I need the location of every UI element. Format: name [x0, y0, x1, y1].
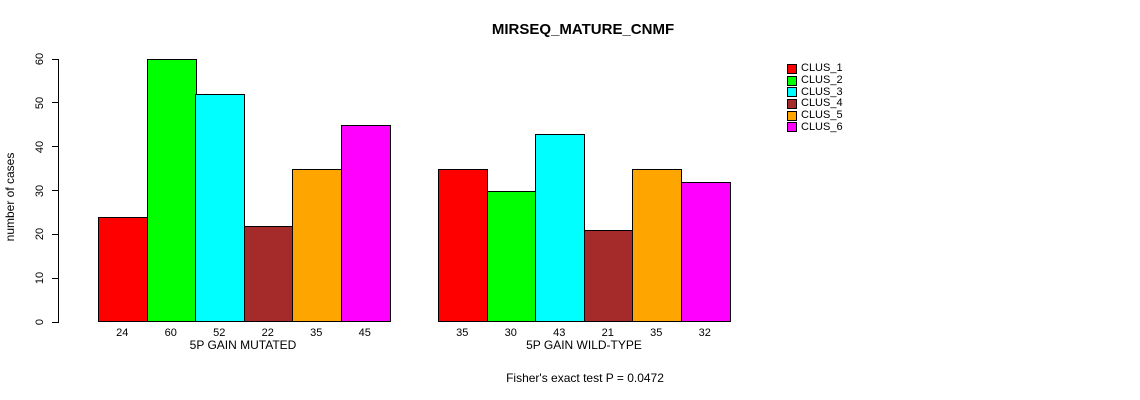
bar-value-label: 22	[261, 327, 274, 339]
bar-value-label: 21	[601, 327, 614, 339]
legend-label: CLUS_6	[801, 120, 843, 133]
y-tick	[52, 233, 58, 235]
legend-row-clus_5: CLUS_5	[787, 110, 843, 122]
legend-swatch-icon	[787, 87, 797, 98]
legend-row-clus_1: CLUS_1	[787, 63, 843, 75]
bar-value-label: 32	[698, 327, 711, 339]
y-tick	[52, 146, 58, 148]
bar-clus_1-group2	[438, 168, 488, 322]
bar-clus_5-group2	[632, 168, 682, 322]
chart-title: MIRSEQ_MATURE_CNMF	[491, 21, 675, 38]
legend-swatch-icon	[787, 98, 797, 109]
legend-swatch-icon	[787, 75, 797, 86]
y-tick-label: 0	[34, 318, 46, 326]
group-label-wild-type: 5P GAIN WILD-TYPE	[526, 338, 642, 352]
legend-swatch-icon	[787, 63, 797, 74]
y-tick-label: 20	[34, 228, 46, 241]
bar-clus_4-group1	[244, 225, 294, 322]
y-tick-label: 40	[34, 140, 46, 153]
bar-value-label: 35	[650, 327, 663, 339]
bar-value-label: 52	[213, 327, 226, 339]
bar-value-label: 35	[310, 327, 323, 339]
legend-swatch-icon	[787, 122, 797, 133]
bar-clus_3-group2	[535, 133, 585, 322]
bar-clus_2-group2	[487, 190, 537, 322]
bar-clus_4-group2	[584, 229, 634, 322]
y-tick-label: 60	[34, 52, 46, 66]
bar-value-label: 35	[456, 327, 469, 339]
legend-row-clus_6: CLUS_6	[787, 121, 843, 133]
bar-value-label: 60	[164, 327, 177, 339]
y-tick-label: 30	[34, 184, 46, 197]
y-axis-line	[58, 59, 59, 323]
bar-clus_6-group2	[681, 181, 731, 322]
legend-row-clus_3: CLUS_3	[787, 86, 843, 98]
legend: CLUS_1 CLUS_2 CLUS_3 CLUS_4 CLUS_5 CLUS_6	[787, 63, 843, 133]
legend-row-clus_4: CLUS_4	[787, 98, 843, 110]
group-label-mutated: 5P GAIN MUTATED	[189, 338, 297, 352]
y-tick	[52, 321, 58, 323]
y-tick	[52, 277, 58, 279]
legend-label: CLUS_1	[801, 62, 843, 75]
legend-label: CLUS_5	[801, 109, 843, 122]
bar-value-label: 43	[553, 327, 566, 339]
y-tick-label: 10	[34, 272, 46, 285]
bar-clus_5-group1	[292, 168, 342, 322]
bar-clus_6-group1	[341, 124, 391, 322]
bar-clus_3-group1	[195, 94, 245, 322]
legend-label: CLUS_4	[801, 97, 843, 110]
legend-label: CLUS_2	[801, 74, 843, 87]
bar-value-label: 45	[358, 327, 371, 339]
fisher-test-annotation: Fisher's exact test P = 0.0472	[506, 371, 664, 385]
legend-label: CLUS_3	[801, 85, 843, 98]
y-tick	[52, 190, 58, 191]
bar-value-label: 30	[504, 327, 517, 339]
legend-swatch-icon	[787, 110, 797, 121]
legend-row-clus_2: CLUS_2	[787, 75, 843, 87]
y-tick	[52, 58, 58, 60]
bar-clus_2-group1	[147, 59, 197, 322]
y-axis-label: number of cases	[3, 152, 17, 242]
bar-value-label: 24	[116, 327, 129, 339]
y-tick-label: 50	[34, 96, 46, 109]
bar-clus_1-group1	[98, 216, 148, 322]
y-tick	[52, 102, 58, 104]
